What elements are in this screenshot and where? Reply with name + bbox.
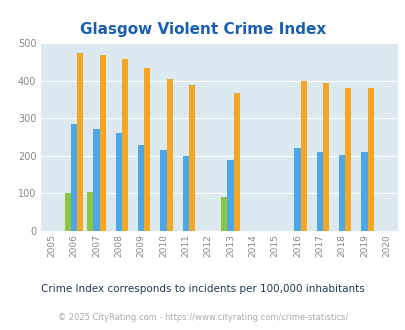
Bar	[182, 156, 188, 231]
Text: Crime Index corresponds to incidents per 100,000 inhabitants: Crime Index corresponds to incidents per…	[41, 284, 364, 294]
Bar	[64, 193, 71, 231]
Bar	[99, 55, 106, 231]
Bar	[360, 151, 367, 231]
Bar	[294, 148, 300, 231]
Bar	[71, 124, 77, 231]
Bar	[115, 133, 122, 231]
Text: © 2025 CityRating.com - https://www.cityrating.com/crime-statistics/: © 2025 CityRating.com - https://www.city…	[58, 313, 347, 322]
Bar	[220, 197, 227, 231]
Bar	[227, 159, 233, 231]
Bar	[122, 59, 128, 231]
Bar	[367, 88, 373, 231]
Bar	[316, 151, 322, 231]
Text: Glasgow Violent Crime Index: Glasgow Violent Crime Index	[80, 22, 325, 37]
Bar	[188, 85, 195, 231]
Bar	[322, 83, 328, 231]
Bar	[144, 69, 150, 231]
Bar	[160, 150, 166, 231]
Bar	[138, 145, 144, 231]
Bar	[93, 129, 99, 231]
Bar	[233, 93, 239, 231]
Bar	[77, 53, 83, 231]
Bar	[166, 79, 173, 231]
Bar	[87, 192, 93, 231]
Bar	[344, 88, 351, 231]
Bar	[300, 81, 306, 231]
Bar	[338, 155, 344, 231]
